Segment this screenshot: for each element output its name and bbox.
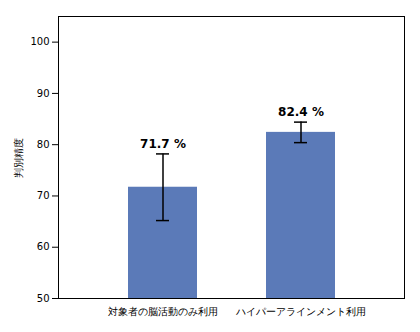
- svg-text:50: 50: [37, 293, 50, 304]
- svg-text:判別精度: 判別精度: [13, 138, 24, 178]
- svg-text:71.7 %: 71.7 %: [140, 137, 186, 151]
- svg-text:60: 60: [37, 241, 50, 252]
- svg-text:ハイパーアラインメント利用: ハイパーアラインメント利用: [235, 306, 366, 317]
- svg-text:対象者の脳活動のみ利用: 対象者の脳活動のみ利用: [108, 306, 218, 317]
- svg-text:82.4 %: 82.4 %: [278, 105, 324, 119]
- svg-text:100: 100: [30, 36, 49, 47]
- svg-text:80: 80: [37, 139, 50, 150]
- svg-text:90: 90: [37, 88, 50, 99]
- svg-text:70: 70: [37, 190, 50, 201]
